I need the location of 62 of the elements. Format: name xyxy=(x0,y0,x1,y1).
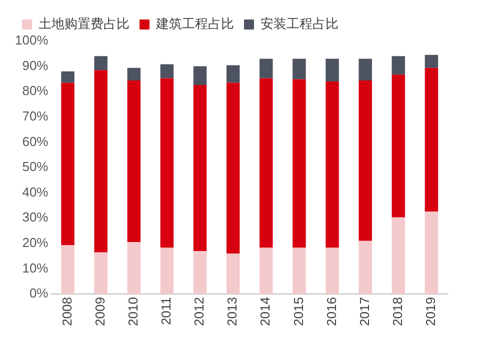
x-tick-label: 2010 xyxy=(125,297,140,326)
y-tick-label: 10% xyxy=(22,260,49,276)
bar xyxy=(292,79,306,248)
bar xyxy=(160,78,174,248)
bar xyxy=(392,56,406,75)
bar xyxy=(392,74,406,218)
y-tick-label: 30% xyxy=(22,210,49,225)
y-tick-label: 40% xyxy=(22,184,49,200)
bar xyxy=(193,66,207,86)
bar xyxy=(94,70,108,252)
bar xyxy=(424,54,438,68)
x-tick-label: 2012 xyxy=(192,297,207,326)
bar xyxy=(424,68,438,212)
y-tick-label: 70% xyxy=(22,108,49,124)
bar xyxy=(127,242,141,294)
bar xyxy=(326,248,339,294)
x-tick-label: 2019 xyxy=(423,297,438,326)
x-tick-label: 2009 xyxy=(92,297,108,326)
bar xyxy=(61,245,74,294)
y-tick-label: 60% xyxy=(22,134,49,149)
legend-label: 建筑工程占比 xyxy=(155,16,234,32)
x-tick-label: 2016 xyxy=(324,297,339,326)
bar xyxy=(260,248,273,294)
bar xyxy=(226,65,240,83)
x-tick-label: 2008 xyxy=(59,297,74,326)
bar xyxy=(61,82,74,246)
bar xyxy=(127,68,141,80)
bar xyxy=(326,81,339,248)
bar xyxy=(160,248,174,294)
bar xyxy=(226,254,240,294)
bar xyxy=(61,71,74,83)
x-tick-label: 2013 xyxy=(224,297,240,326)
y-tick-label: 20% xyxy=(22,235,49,250)
y-tick-label: 100% xyxy=(15,32,49,48)
legend-label: 安装工程占比 xyxy=(260,16,338,32)
y-tick-label: 0% xyxy=(29,286,49,301)
bar xyxy=(358,80,372,241)
bar xyxy=(326,58,339,82)
y-tick-label: 90% xyxy=(22,58,49,73)
bar xyxy=(358,240,372,294)
bar xyxy=(193,85,207,252)
bar xyxy=(260,78,273,248)
bar xyxy=(160,64,174,78)
bar xyxy=(292,58,306,80)
bar xyxy=(392,217,406,294)
x-tick-label: 2011 xyxy=(158,297,174,326)
bar xyxy=(358,58,372,80)
bar xyxy=(226,82,240,254)
x-tick-label: 2017 xyxy=(356,297,372,326)
legend-label: 土地购置费占比 xyxy=(38,16,130,32)
x-tick-label: 2018 xyxy=(390,297,405,326)
bar xyxy=(127,80,141,242)
x-tick-label: 2015 xyxy=(290,297,306,326)
bar xyxy=(292,248,306,294)
bar xyxy=(94,56,108,70)
x-tick-label: 2014 xyxy=(258,297,273,326)
bar xyxy=(260,58,273,78)
bar xyxy=(94,252,108,294)
y-tick-label: 50% xyxy=(22,159,49,174)
bar xyxy=(424,212,438,294)
bar xyxy=(193,251,207,294)
y-tick-label: 80% xyxy=(22,83,49,98)
